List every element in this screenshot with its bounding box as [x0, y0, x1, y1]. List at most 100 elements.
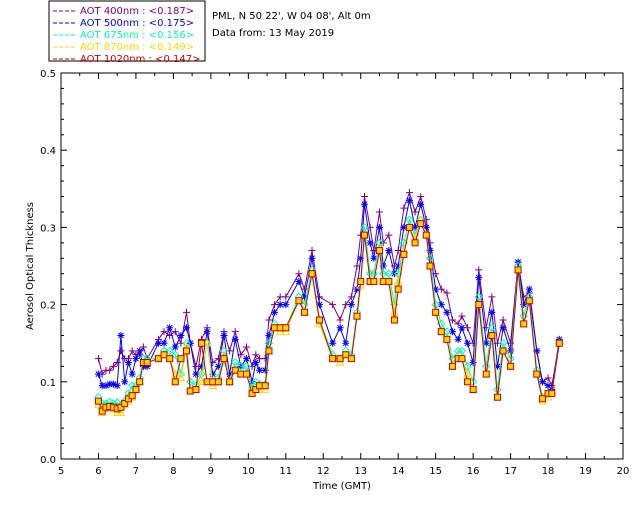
data-point — [390, 316, 398, 324]
data-point — [143, 359, 151, 366]
x-tick-label: 6 — [95, 466, 101, 477]
data-point — [482, 370, 490, 378]
data-point — [171, 343, 179, 351]
data-point — [385, 247, 393, 255]
data-point — [127, 381, 137, 390]
data-point — [417, 220, 425, 228]
data-point — [192, 386, 200, 394]
data-point — [237, 370, 245, 378]
data-point — [458, 324, 466, 332]
data-point — [375, 208, 383, 216]
data-point — [400, 204, 408, 212]
data-point — [499, 324, 507, 332]
data-point — [411, 239, 419, 247]
data-point — [183, 324, 191, 332]
data-point — [128, 392, 136, 400]
x-tick-label: 19 — [579, 466, 592, 477]
data-point — [242, 355, 250, 363]
data-point — [252, 386, 260, 394]
data-point — [203, 378, 211, 386]
data-point — [160, 351, 168, 359]
data-point — [464, 339, 472, 347]
series-4 — [94, 220, 563, 415]
data-point — [342, 351, 350, 359]
data-point — [231, 335, 239, 343]
data-point — [265, 347, 273, 355]
data-point — [370, 277, 378, 285]
data-point — [301, 293, 309, 301]
data-point — [544, 374, 552, 382]
legend: AOT 400nm : <0.187>AOT 500nm : <0.175>AO… — [48, 0, 206, 65]
data-point — [260, 384, 270, 393]
data-point — [432, 308, 440, 316]
data-point — [360, 193, 368, 201]
data-point — [248, 389, 256, 397]
data-point — [220, 355, 228, 363]
data-point — [242, 343, 250, 351]
x-tick-label: 11 — [279, 466, 292, 477]
data-point — [543, 392, 553, 401]
data-point — [295, 270, 303, 278]
x-axis-label: Time (GMT) — [312, 481, 371, 492]
data-point — [405, 223, 413, 231]
data-point — [482, 339, 490, 347]
data-point — [458, 312, 466, 320]
data-point — [315, 319, 324, 328]
data-point — [347, 355, 355, 363]
x-tick-label: 9 — [208, 466, 214, 477]
data-point — [132, 386, 140, 394]
data-point — [422, 223, 430, 231]
data-point — [192, 370, 200, 378]
data-point — [411, 223, 419, 231]
data-point — [475, 274, 483, 282]
data-point — [533, 347, 541, 355]
data-point — [102, 382, 110, 390]
data-point — [117, 347, 125, 355]
data-point — [400, 223, 408, 231]
data-point — [426, 262, 434, 270]
data-point — [379, 262, 387, 270]
series-1 — [94, 196, 563, 394]
data-point — [308, 270, 316, 278]
data-point — [136, 347, 144, 355]
data-point — [183, 347, 191, 355]
data-point — [336, 355, 344, 363]
data-point — [356, 280, 366, 289]
data-point — [208, 381, 218, 389]
data-point — [469, 386, 477, 394]
legend-label: AOT 500nm : <0.175> — [80, 18, 194, 29]
data-point — [464, 378, 472, 386]
data-point — [98, 407, 106, 415]
data-point — [357, 254, 365, 262]
x-tick-label: 5 — [58, 466, 64, 477]
plot-area — [60, 72, 624, 460]
data-point — [183, 308, 191, 316]
data-point — [166, 355, 174, 363]
y-tick-label: 0.2 — [40, 301, 56, 312]
data-point — [375, 247, 383, 255]
data-point — [282, 324, 290, 332]
data-point — [385, 277, 393, 285]
y-tick-label: 0.4 — [40, 146, 56, 157]
data-point — [475, 266, 483, 274]
data-point — [271, 324, 279, 332]
data-point — [437, 301, 445, 309]
y-axis-label: Aerosol Optical Thickness — [25, 202, 36, 330]
data-point — [276, 301, 284, 309]
data-point — [197, 377, 206, 386]
data-point — [94, 355, 102, 363]
data-point — [124, 359, 132, 366]
series-layer — [94, 189, 564, 416]
data-point — [166, 324, 174, 332]
data-point — [154, 339, 162, 347]
data-point — [514, 266, 522, 274]
data-point — [106, 366, 114, 374]
data-point — [329, 301, 337, 309]
data-point — [507, 347, 515, 355]
legend-label: AOT 870nm : <0.149> — [80, 42, 194, 53]
data-point — [117, 403, 125, 411]
data-point — [261, 382, 269, 390]
data-point — [375, 238, 384, 248]
data-point — [493, 362, 501, 370]
data-point — [400, 250, 408, 258]
